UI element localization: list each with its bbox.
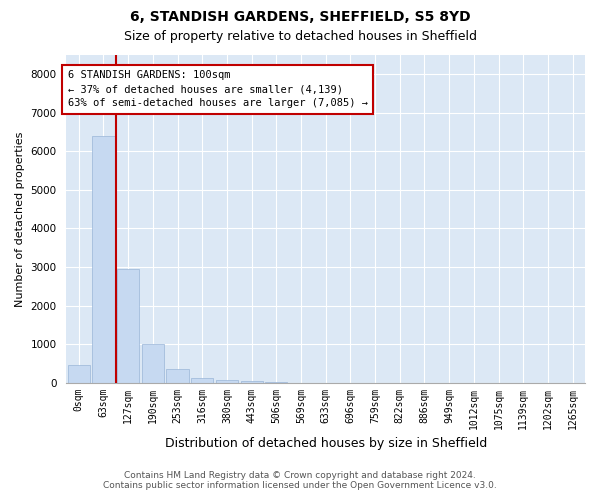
Bar: [191, 378, 214, 382]
Text: 6 STANDISH GARDENS: 100sqm
← 37% of detached houses are smaller (4,139)
63% of s: 6 STANDISH GARDENS: 100sqm ← 37% of deta…: [68, 70, 368, 108]
Text: Contains HM Land Registry data © Crown copyright and database right 2024.
Contai: Contains HM Land Registry data © Crown c…: [103, 470, 497, 490]
Bar: [216, 380, 238, 382]
Text: 6, STANDISH GARDENS, SHEFFIELD, S5 8YD: 6, STANDISH GARDENS, SHEFFIELD, S5 8YD: [130, 10, 470, 24]
Bar: [241, 381, 263, 382]
Bar: [92, 136, 115, 382]
Bar: [68, 366, 90, 382]
Bar: [142, 344, 164, 383]
Bar: [117, 269, 139, 382]
X-axis label: Distribution of detached houses by size in Sheffield: Distribution of detached houses by size …: [164, 437, 487, 450]
Text: Size of property relative to detached houses in Sheffield: Size of property relative to detached ho…: [124, 30, 476, 43]
Y-axis label: Number of detached properties: Number of detached properties: [15, 131, 25, 306]
Bar: [166, 369, 188, 382]
